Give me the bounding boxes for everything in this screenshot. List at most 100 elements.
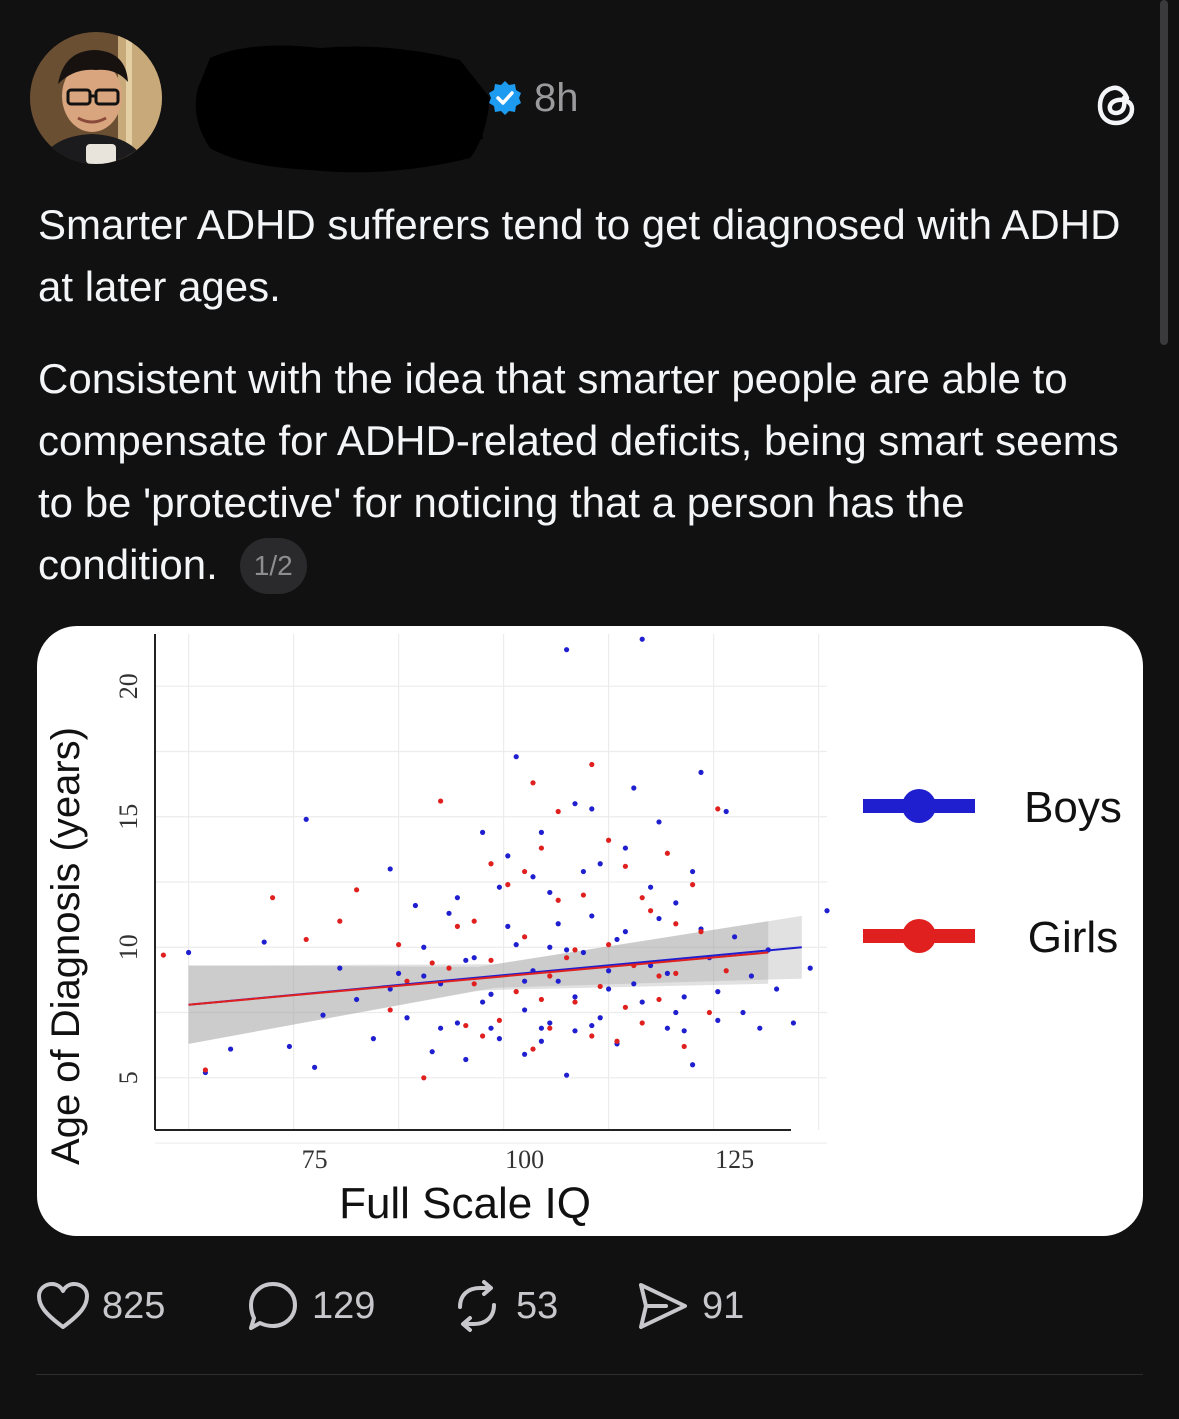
data-point-boys xyxy=(606,968,612,974)
data-point-boys xyxy=(522,978,528,984)
data-point-boys xyxy=(530,874,536,880)
data-point-girls xyxy=(337,918,343,924)
data-point-boys xyxy=(732,934,738,940)
chart-image[interactable]: 75 100 125 5 10 15 20 Age of Diagnosis (years)… xyxy=(37,626,1143,1236)
y-tick-label: 5 xyxy=(114,1071,143,1084)
data-point-girls xyxy=(648,908,654,914)
data-point-boys xyxy=(438,1025,444,1031)
data-point-girls xyxy=(522,868,528,875)
data-point-boys xyxy=(673,1009,679,1016)
chart-x-axis-label: Full Scale IQ xyxy=(339,1179,591,1228)
data-point-boys xyxy=(757,1025,763,1031)
repost-count: 53 xyxy=(516,1284,559,1327)
data-point-girls xyxy=(160,952,166,958)
legend-label-boys: Boys xyxy=(1024,783,1122,832)
data-point-boys xyxy=(589,1022,595,1029)
confidence-band-girls xyxy=(188,921,769,1044)
data-point-boys xyxy=(370,1036,376,1042)
data-point-boys xyxy=(480,829,486,835)
data-point-girls xyxy=(547,973,553,979)
data-point-boys xyxy=(387,986,393,992)
data-point-boys xyxy=(547,889,553,896)
data-point-boys xyxy=(723,808,729,815)
data-point-girls xyxy=(471,918,477,924)
reply-bubble-icon xyxy=(249,1282,297,1330)
data-point-girls xyxy=(639,1020,645,1026)
data-point-girls xyxy=(454,923,460,929)
data-point-girls xyxy=(723,968,729,974)
data-point-boys xyxy=(664,970,671,976)
data-point-boys xyxy=(320,1012,326,1018)
data-point-boys xyxy=(790,1020,797,1026)
data-point-boys xyxy=(572,994,578,1000)
data-point-boys xyxy=(639,999,645,1005)
data-point-boys xyxy=(387,866,393,872)
data-point-girls xyxy=(547,1025,553,1031)
y-tick-label: 15 xyxy=(114,804,143,830)
data-point-boys xyxy=(312,1064,318,1070)
data-point-boys xyxy=(656,915,662,922)
data-point-girls xyxy=(438,798,444,804)
scrollbar[interactable] xyxy=(1160,0,1168,345)
data-point-boys xyxy=(421,944,427,950)
data-point-girls xyxy=(488,957,494,963)
data-point-boys xyxy=(412,902,418,909)
data-point-boys xyxy=(698,769,704,775)
x-tick-label: 75 xyxy=(302,1145,328,1174)
data-point-girls xyxy=(530,1046,536,1052)
data-point-boys xyxy=(186,949,192,956)
data-point-boys xyxy=(748,973,755,979)
repost-button[interactable]: 53 xyxy=(450,1278,558,1334)
data-point-boys xyxy=(673,900,679,906)
x-tick-label: 100 xyxy=(505,1145,544,1174)
data-point-boys xyxy=(690,868,696,875)
chart-y-axis-label: Age of Diagnosis (years) xyxy=(44,727,88,1165)
data-point-girls xyxy=(522,934,528,940)
scatter-chart: 75 100 125 5 10 15 20 Age of Diagnosis (years)… xyxy=(44,634,1122,1228)
data-point-boys xyxy=(631,785,637,791)
data-point-boys xyxy=(471,955,477,961)
data-point-boys xyxy=(513,754,519,760)
avatar[interactable] xyxy=(30,32,162,164)
chart-grid xyxy=(155,634,827,1144)
legend-marker-girls xyxy=(902,919,936,953)
post-text-paragraph-2: Consistent with the idea that smarter pe… xyxy=(38,348,1148,596)
data-point-boys xyxy=(622,845,629,851)
data-point-girls xyxy=(572,999,578,1005)
data-point-boys xyxy=(580,868,587,875)
data-point-boys xyxy=(513,942,519,948)
data-point-girls xyxy=(606,942,612,948)
data-point-boys xyxy=(538,1038,544,1044)
data-point-boys xyxy=(648,962,654,969)
post-divider xyxy=(36,1374,1143,1375)
chart-legend: Boys Girls xyxy=(863,783,1122,962)
data-point-girls xyxy=(538,996,544,1003)
like-button[interactable]: 825 xyxy=(36,1278,165,1334)
data-point-girls xyxy=(429,960,435,966)
legend-marker-boys xyxy=(902,789,936,823)
data-point-boys xyxy=(656,819,662,825)
data-point-girls xyxy=(690,882,696,888)
data-point-boys xyxy=(396,970,402,976)
data-point-girls xyxy=(656,973,662,979)
threads-logo-icon[interactable] xyxy=(1094,82,1140,128)
data-point-boys xyxy=(522,1051,528,1057)
data-point-girls xyxy=(555,808,561,815)
chart-axes xyxy=(154,634,791,1131)
data-point-girls xyxy=(681,1043,687,1050)
reply-button[interactable]: 129 xyxy=(246,1278,375,1334)
data-point-girls xyxy=(354,887,360,893)
data-point-girls xyxy=(480,1033,486,1039)
data-point-boys xyxy=(404,1015,410,1021)
data-point-girls xyxy=(698,929,704,935)
share-button[interactable]: 91 xyxy=(636,1278,744,1334)
data-point-girls xyxy=(622,863,629,869)
x-tick-label: 125 xyxy=(715,1145,754,1174)
data-point-girls xyxy=(572,947,578,953)
data-point-boys xyxy=(597,861,603,867)
data-point-boys xyxy=(538,1025,544,1031)
data-point-boys xyxy=(421,973,427,979)
data-point-boys xyxy=(564,647,570,653)
data-point-girls xyxy=(404,978,410,984)
data-point-boys xyxy=(614,936,620,943)
